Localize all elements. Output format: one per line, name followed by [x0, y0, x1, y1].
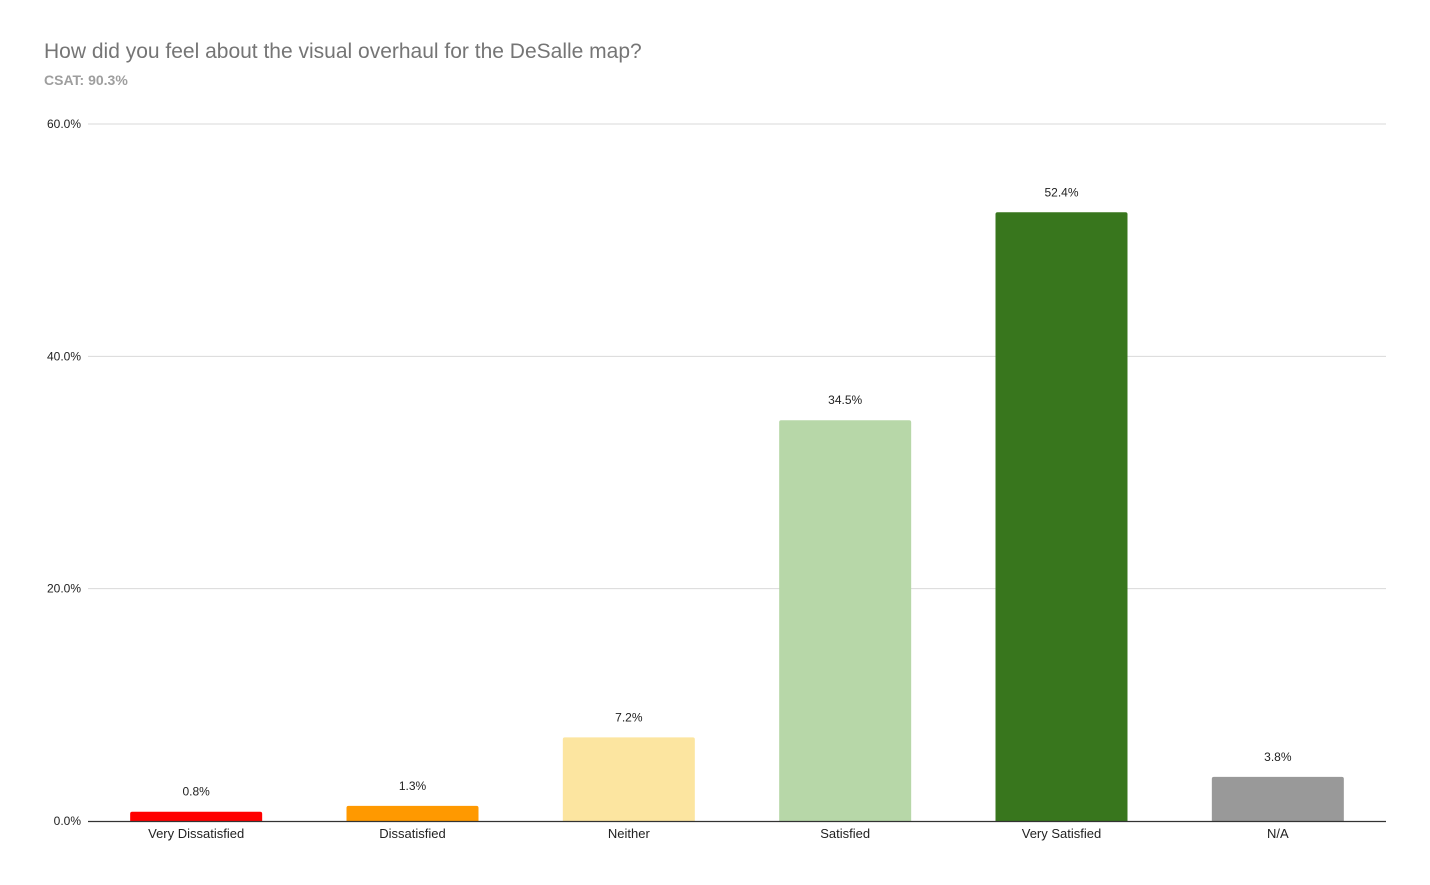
bar	[346, 805, 479, 821]
bars	[130, 212, 1344, 821]
bar	[130, 811, 263, 821]
x-axis-ticks: Very Dissatisfied Dissatisfied Neither Sati…	[148, 826, 1289, 841]
data-label: 1.3%	[399, 779, 427, 793]
data-label: 7.2%	[615, 710, 643, 724]
x-tick-label: Satisfied	[820, 826, 870, 841]
bar	[995, 212, 1128, 821]
x-tick-label: Very Satisfied	[1022, 826, 1102, 841]
gridlines	[88, 123, 1386, 590]
bar	[1211, 776, 1344, 821]
y-tick-label: 40.0%	[47, 349, 81, 363]
y-tick-label: 60.0%	[47, 117, 81, 131]
chart-title: How did you feel about the visual overha…	[44, 40, 642, 63]
bar	[779, 420, 912, 821]
data-label: 3.8%	[1264, 750, 1292, 764]
x-tick-label: N/A	[1267, 826, 1289, 841]
x-tick-label: Neither	[608, 826, 651, 841]
data-label: 34.5%	[828, 393, 862, 407]
data-labels: 0.8% 1.3% 7.2% 34.5% 52.4% 3.8%	[182, 185, 1291, 798]
data-label: 0.8%	[182, 785, 210, 799]
bar	[562, 737, 695, 821]
y-tick-label: 20.0%	[47, 582, 81, 596]
chart-subtitle: CSAT: 90.3%	[44, 72, 128, 88]
x-tick-label: Dissatisfied	[379, 826, 445, 841]
data-label: 52.4%	[1044, 185, 1078, 199]
y-axis-ticks: 0.0% 20.0% 40.0% 60.0%	[47, 117, 81, 828]
y-tick-label: 0.0%	[54, 814, 82, 828]
x-tick-label: Very Dissatisfied	[148, 826, 244, 841]
